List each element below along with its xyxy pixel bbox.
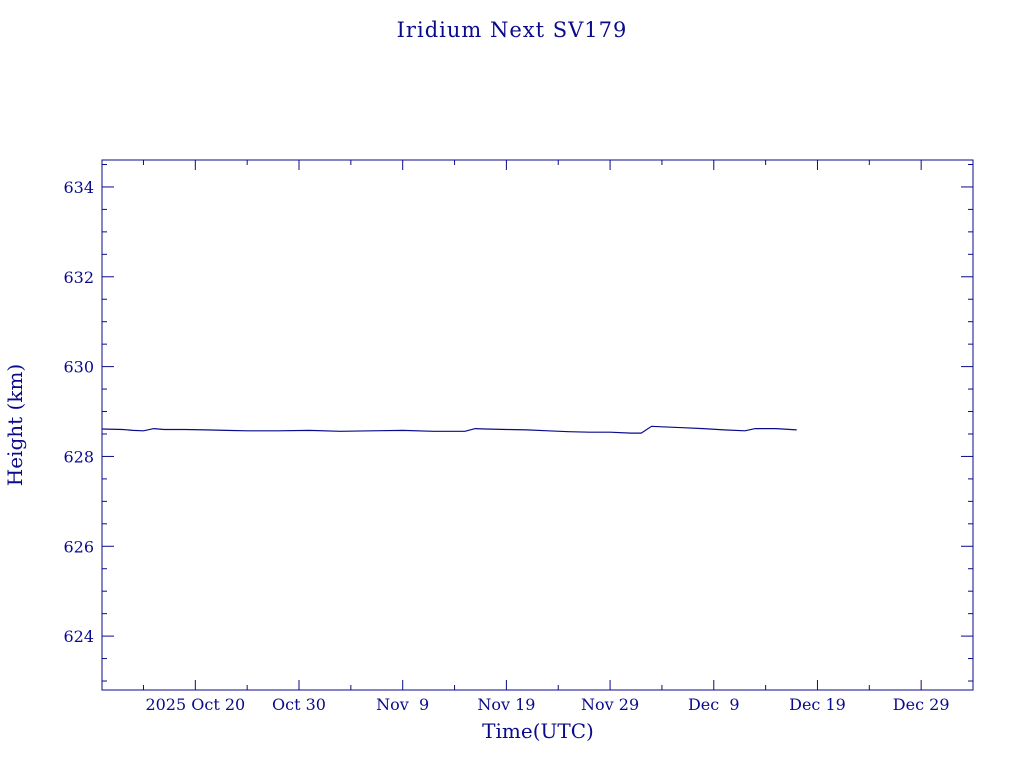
x-axis-label: Time(UTC)	[482, 719, 594, 743]
chart-title: Iridium Next SV179	[397, 18, 628, 42]
x-tick-label: Dec 9	[688, 695, 740, 714]
y-axis-label: Height (km)	[3, 364, 27, 486]
series-line	[101, 425, 797, 434]
tick-marks	[102, 160, 973, 690]
y-tick-label: 634	[63, 178, 94, 197]
plot-frame	[101, 159, 974, 691]
y-tick-label: 630	[63, 358, 94, 377]
series-group	[101, 425, 797, 434]
x-tick-label: Nov 19	[477, 695, 535, 714]
x-tick-label: 2025 Oct 20	[145, 695, 245, 714]
y-tick-label: 626	[63, 537, 94, 556]
x-tick-label: Oct 30	[272, 695, 326, 714]
x-tick-label: Dec 19	[789, 695, 846, 714]
x-tick-labels: 2025 Oct 20 Oct 30 Nov 9 Nov 19 Nov 29 Dec 9 D…	[145, 695, 949, 714]
y-tick-label: 628	[63, 447, 94, 466]
x-tick-label: Nov 29	[581, 695, 639, 714]
y-tick-label: 624	[63, 627, 94, 646]
y-tick-labels: 624 626 628 630 632 634	[63, 178, 94, 646]
x-tick-label: Dec 29	[893, 695, 950, 714]
y-tick-label: 632	[63, 268, 94, 287]
x-tick-label: Nov 9	[376, 695, 429, 714]
